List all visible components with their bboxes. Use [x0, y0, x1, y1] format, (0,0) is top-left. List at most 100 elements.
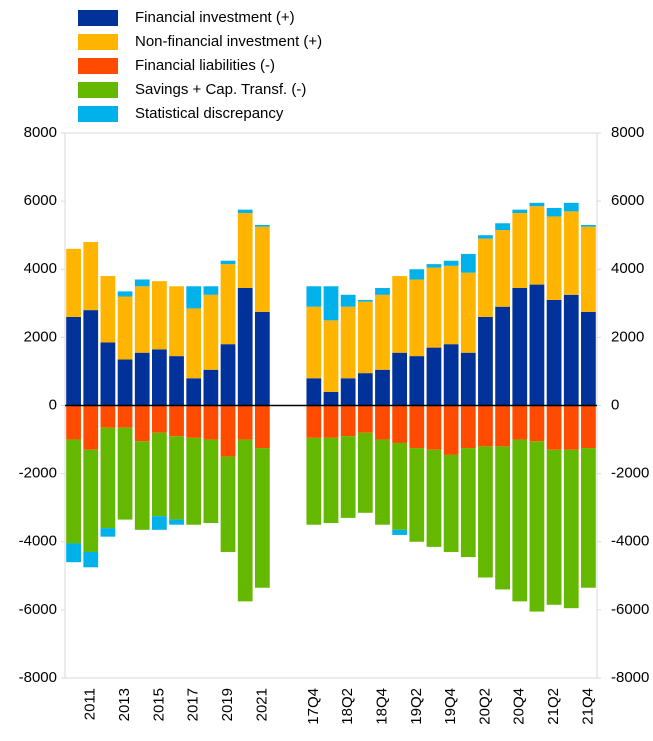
bar-segment [169, 519, 184, 525]
bar-segment [237, 287, 253, 406]
bar-segment [323, 320, 339, 392]
bar-segment [512, 209, 528, 214]
x-tick-label: 2021 [253, 688, 270, 721]
bar-segment [375, 405, 390, 440]
bar-segment [220, 456, 236, 552]
bar-segment [357, 432, 373, 513]
bar-segment [340, 294, 356, 307]
bar-segment [186, 405, 202, 438]
bar-segment [340, 436, 356, 518]
bar-segment [186, 286, 202, 309]
y2-tick-label: -2000 [611, 465, 649, 482]
bar-segment [546, 299, 562, 406]
y-tick-label: 6000 [24, 192, 57, 209]
bar-segment [220, 405, 236, 457]
x-tick-label: 19Q2 [408, 688, 425, 725]
bar-segment [83, 242, 99, 311]
bar-segment [83, 449, 99, 552]
bar-segment [357, 299, 373, 302]
x-tick-label: 2015 [150, 688, 167, 721]
legend-swatch [78, 82, 118, 98]
bar-segment [512, 439, 528, 602]
bar-segment [546, 449, 562, 605]
bar-segment [563, 294, 579, 406]
bar-segment [237, 405, 253, 440]
bar-segment [203, 369, 219, 406]
bar-segment [306, 405, 322, 438]
bar-segment [563, 449, 579, 609]
x-tick-label: 2011 [82, 688, 99, 720]
y-tick-label: 0 [49, 396, 57, 413]
bar-segment [478, 446, 493, 578]
legend-label: Statistical discrepancy [135, 105, 284, 122]
bar-segment [460, 272, 476, 353]
bar-segment [478, 235, 493, 239]
bar-segment [66, 248, 81, 317]
bar-segment [409, 356, 425, 406]
bar-segment [460, 352, 476, 406]
bar-segment [323, 286, 339, 321]
bar-segment [83, 405, 99, 450]
bar-segment [443, 454, 459, 552]
bar-segment [529, 202, 545, 207]
bar-segment [460, 405, 476, 449]
x-tick-label: 21Q4 [579, 688, 596, 725]
x-tick-label: 17Q4 [305, 688, 322, 725]
bar-segment [169, 356, 184, 406]
bar-segment [443, 265, 459, 345]
bar-segment [375, 287, 390, 295]
bar-segment [409, 405, 425, 449]
bar-segment [409, 448, 425, 542]
bar-segment [478, 316, 493, 406]
x-tick-label: 18Q2 [339, 688, 356, 725]
bar-segment [66, 316, 81, 406]
y2-tick-label: -4000 [611, 533, 649, 550]
bar-segment [495, 405, 510, 447]
bar-segment [220, 264, 236, 345]
bar-segment [66, 439, 81, 544]
bar-segment [340, 405, 356, 437]
bar-segment [117, 427, 133, 520]
bar-segment [443, 344, 459, 406]
bar-segment [237, 439, 253, 602]
bar-segment [306, 437, 322, 525]
bar-segment [254, 226, 270, 312]
bar-segment [375, 439, 390, 525]
bar-segment [237, 213, 253, 288]
y2-tick-label: -8000 [611, 669, 649, 686]
bar-segment [152, 281, 167, 350]
bar-segment [581, 448, 596, 588]
y-tick-label: 2000 [24, 328, 57, 345]
bar-segment [581, 311, 596, 406]
y2-tick-label: 0 [611, 396, 619, 413]
bar-segment [581, 226, 596, 312]
bar-segment [581, 405, 596, 449]
bar-segment [340, 378, 356, 406]
bar-segment [392, 529, 408, 535]
bar-segment [220, 344, 236, 406]
bar-segment [460, 448, 476, 558]
bar-segment [563, 211, 579, 295]
y2-tick-label: -6000 [611, 601, 649, 618]
bar-segment [169, 405, 184, 437]
bar-segment [100, 405, 116, 428]
y-tick-label: -6000 [19, 601, 57, 618]
bar-segment [220, 260, 236, 265]
bar-segment [152, 405, 167, 433]
bar-segment [254, 448, 270, 588]
bar-segment [117, 359, 133, 406]
y2-tick-label: 8000 [611, 124, 644, 141]
legend-swatch [78, 58, 118, 74]
bar-segment [306, 378, 322, 406]
bar-segment [203, 286, 219, 295]
bar-segment [340, 306, 356, 379]
bar-segment [152, 516, 167, 530]
bar-segment [323, 391, 339, 406]
bar-segment [581, 224, 596, 227]
bar-segment [529, 441, 545, 612]
legend-label: Non-financial investment (+) [135, 33, 322, 50]
bar-segment [478, 238, 493, 317]
x-tick-label: 2013 [116, 688, 133, 721]
bar-segment [134, 279, 150, 287]
bar-segment [186, 437, 202, 525]
